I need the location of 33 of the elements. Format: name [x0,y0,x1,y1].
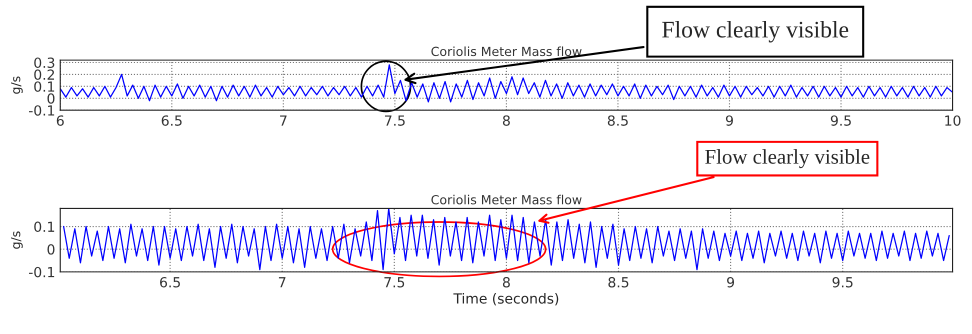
x-tick-label: 9.5 [832,276,853,288]
y-tick-label: 0.1 [34,81,54,92]
x-tick-label: 9 [727,276,734,288]
y-tick-label: -0.1 [28,266,54,278]
y-tick-label: 0 [47,93,54,104]
x-tick-label: 6.5 [162,115,182,126]
y-tick-label: 0.2 [34,69,54,80]
y-tick-label: -0.1 [28,105,54,116]
x-tick-label: 6.5 [160,276,180,288]
x-tick-label: 8.5 [608,276,628,288]
x-tick-label: 8 [502,115,510,126]
x-tick-label: 8 [502,276,510,288]
x-tick-label: 7 [280,116,287,126]
y-tick-label: 0 [47,244,54,255]
y-tick-label: 0.3 [34,57,54,68]
x-tick-label: 7.5 [384,116,405,126]
x-axis-title: Time (seconds) [453,292,558,306]
x-tick-label: 9.5 [830,115,851,126]
line-series [63,208,950,270]
x-tick-label: 7 [278,277,286,288]
x-tick-label: 7.5 [384,277,404,288]
y-tick-label: 0.1 [34,222,54,232]
y-axis-title: g/s [11,76,23,94]
x-tick-label: 9 [726,115,733,126]
chart-title: Coriolis Meter Mass flow [431,194,582,204]
y-axis-title: g/s [11,231,23,249]
x-tick-label: 8.5 [608,115,628,126]
annotation: Flow clearly visible [662,20,848,42]
line-series [60,64,953,102]
annotation: Flow clearly visible [705,149,870,168]
chart-title: Coriolis Meter Mass flow [431,46,582,56]
x-tick-label: 10 [945,115,960,126]
x-tick-label: 6 [56,115,64,126]
